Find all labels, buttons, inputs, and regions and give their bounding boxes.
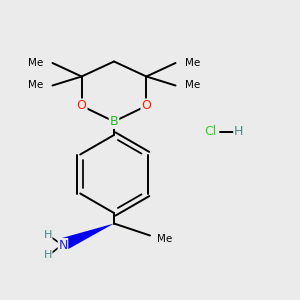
- Text: Me: Me: [184, 58, 200, 68]
- Text: B: B: [110, 115, 118, 128]
- Polygon shape: [61, 224, 114, 250]
- Text: N: N: [58, 238, 68, 252]
- Text: Me: Me: [28, 58, 44, 68]
- Text: Cl: Cl: [204, 125, 216, 139]
- Text: H: H: [234, 125, 243, 139]
- Text: Me: Me: [158, 233, 173, 244]
- Text: O: O: [77, 99, 86, 112]
- Text: O: O: [142, 99, 151, 112]
- Text: Me: Me: [184, 80, 200, 91]
- Text: H: H: [44, 230, 52, 240]
- Text: Me: Me: [28, 80, 44, 91]
- Text: H: H: [44, 250, 52, 260]
